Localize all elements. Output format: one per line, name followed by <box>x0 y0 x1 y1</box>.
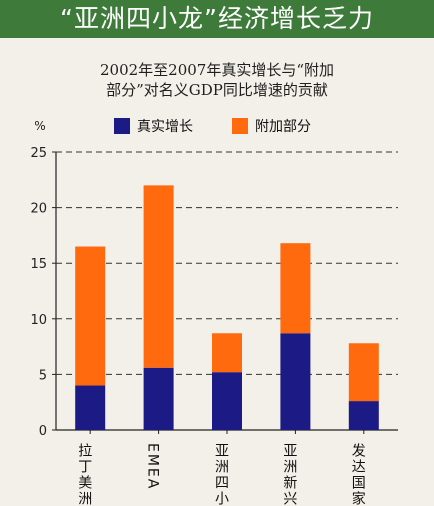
y-tick-label-0: 0 <box>39 424 47 439</box>
bar-1-series-1 <box>75 385 106 430</box>
bar-3-series-1 <box>212 372 242 430</box>
bar-5-series-1 <box>348 401 379 430</box>
y-tick-label-15: 15 <box>30 257 47 272</box>
bar-5-series-2 <box>348 343 379 402</box>
y-tick-label-20: 20 <box>30 202 47 217</box>
banner-title: “亚洲四小龙”经济增长乏力 <box>0 0 434 38</box>
x-tick-label-5: 发达国家 <box>350 443 366 506</box>
chart-title-line-2: 部分”对名义GDP同比增速的贡献 <box>106 81 328 99</box>
y-tick-label-5: 5 <box>39 368 47 383</box>
x-tick-label-3: 亚洲四小 <box>213 443 229 506</box>
y-tick-label-25: 25 <box>30 146 47 161</box>
bar-2-series-2 <box>143 185 174 368</box>
chart-title-line-1: 2002年至2007年真实增长与“附加 <box>99 61 335 79</box>
bar-3-series-2 <box>212 333 242 373</box>
x-tick-label-2: EMEA <box>145 443 161 490</box>
legend-swatch-1 <box>114 118 130 134</box>
y-tick-label-10: 10 <box>30 313 47 328</box>
chart-title: 2002年至2007年真实增长与“附加 部分”对名义GDP同比增速的贡献 <box>0 60 434 100</box>
y-axis-unit-label: % <box>34 119 45 133</box>
x-tick-label-1: 拉丁美洲 <box>76 443 92 506</box>
bar-4-series-1 <box>280 333 311 430</box>
bar-2-series-1 <box>143 367 174 430</box>
bar-4-series-2 <box>280 243 311 334</box>
legend-label-2: 附加部分 <box>255 119 311 135</box>
legend-label-1: 真实增长 <box>137 119 193 135</box>
legend-swatch-2 <box>232 118 248 134</box>
bar-1-series-2 <box>75 246 106 386</box>
x-tick-label-4: 亚洲新兴市 <box>281 443 297 506</box>
